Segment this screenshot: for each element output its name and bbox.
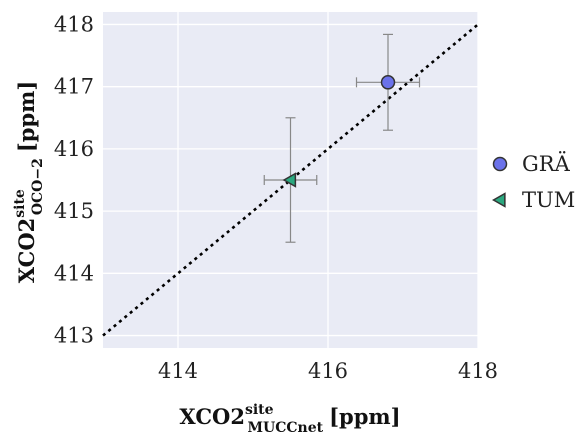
y-axis-title-unit: [ppm]: [14, 81, 39, 152]
x-axis-title: XCO2site MUCCnet [ppm]: [179, 402, 400, 433]
y-tick-labels: 413 414 415 416 417 418: [54, 12, 94, 347]
reference-line-group: [102, 23, 479, 337]
x-tick-label: 414: [158, 359, 198, 383]
y-axis-title-sub: OCO−2: [30, 158, 46, 215]
x-tick-label: 416: [308, 359, 348, 383]
x-axis-title-sup: site: [245, 402, 274, 418]
one-to-one-line: [102, 23, 479, 337]
legend-label: TUM: [522, 188, 575, 212]
legend-marker-grä: [492, 156, 508, 172]
x-axis-title-sub: MUCCnet: [248, 420, 324, 433]
y-axis-title: XCO2site OCO−2 [ppm]: [12, 81, 46, 284]
y-tick-label: 414: [54, 261, 94, 285]
x-axis-title-unit: [ppm]: [329, 404, 400, 429]
y-tick-label: 415: [54, 199, 94, 223]
legend-label: GRÄ: [522, 152, 571, 176]
data-point-grä: [380, 75, 396, 90]
legend-marker-tum: [491, 192, 506, 208]
y-axis-title-main: XCO2: [14, 218, 39, 284]
x-axis-title-main: XCO2: [179, 404, 245, 429]
x-tick-labels: 414 416 418: [158, 359, 498, 383]
y-tick-label: 413: [54, 324, 94, 348]
y-tick-label: 416: [54, 137, 94, 161]
data-point-tum: [282, 172, 297, 188]
y-tick-label: 418: [54, 12, 94, 36]
data-marks: [263, 33, 421, 243]
x-tick-label: 418: [458, 359, 498, 383]
y-axis-title-sup: site: [12, 189, 28, 218]
y-tick-label: 417: [54, 75, 94, 99]
legend: GRÄ TUM: [491, 152, 575, 212]
